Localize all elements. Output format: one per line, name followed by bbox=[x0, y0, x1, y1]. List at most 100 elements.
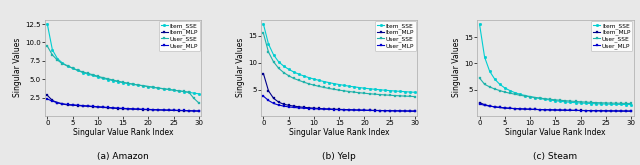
User_MLP bbox=[264, 99, 272, 101]
User_MLP bbox=[159, 109, 167, 111]
User_SSE bbox=[476, 77, 483, 79]
Item_MLP bbox=[310, 107, 318, 109]
Line: Item_SSE: Item_SSE bbox=[262, 23, 417, 94]
User_MLP bbox=[190, 110, 198, 112]
Item_SSE bbox=[290, 71, 298, 73]
Item_MLP bbox=[346, 109, 353, 111]
User_MLP bbox=[330, 109, 338, 111]
User_SSE bbox=[320, 86, 328, 88]
User_SSE bbox=[79, 71, 86, 73]
Item_SSE bbox=[140, 85, 147, 87]
Item_SSE bbox=[491, 78, 499, 80]
User_MLP bbox=[360, 109, 368, 111]
User_MLP bbox=[582, 110, 589, 112]
Item_MLP bbox=[476, 102, 483, 104]
Item_MLP bbox=[180, 110, 188, 112]
Item_SSE bbox=[315, 79, 323, 81]
User_MLP bbox=[59, 103, 67, 105]
Item_MLP bbox=[300, 106, 308, 108]
Item_MLP bbox=[501, 107, 509, 109]
Y-axis label: Singular Values: Singular Values bbox=[236, 38, 245, 97]
Item_SSE bbox=[285, 68, 292, 70]
X-axis label: Singular Value Rank Index: Singular Value Rank Index bbox=[505, 128, 605, 137]
User_SSE bbox=[411, 96, 419, 98]
Item_MLP bbox=[557, 109, 564, 111]
Item_MLP bbox=[617, 110, 625, 112]
Item_MLP bbox=[371, 109, 378, 111]
X-axis label: Singular Value Rank Index: Singular Value Rank Index bbox=[73, 128, 173, 137]
X-axis label: Singular Value Rank Index: Singular Value Rank Index bbox=[289, 128, 390, 137]
User_SSE bbox=[577, 101, 584, 103]
Item_SSE bbox=[536, 98, 544, 99]
Item_SSE bbox=[190, 92, 198, 94]
Item_SSE bbox=[627, 104, 635, 106]
User_MLP bbox=[325, 108, 333, 110]
Item_MLP bbox=[195, 110, 203, 112]
User_SSE bbox=[602, 102, 610, 104]
Item_SSE bbox=[572, 102, 579, 104]
Item_MLP bbox=[185, 110, 193, 112]
User_SSE bbox=[511, 93, 519, 95]
Y-axis label: Singular Values: Singular Values bbox=[452, 38, 461, 97]
User_MLP bbox=[607, 110, 614, 112]
Item_SSE bbox=[195, 93, 203, 95]
User_MLP bbox=[150, 109, 157, 111]
Item_MLP bbox=[145, 109, 152, 111]
User_SSE bbox=[275, 67, 282, 69]
Item_SSE bbox=[145, 85, 152, 87]
Item_SSE bbox=[506, 90, 514, 92]
Item_SSE bbox=[381, 89, 388, 91]
Item_MLP bbox=[109, 107, 117, 109]
Item_MLP bbox=[516, 108, 524, 110]
User_MLP bbox=[129, 108, 137, 110]
User_SSE bbox=[280, 71, 287, 73]
User_SSE bbox=[285, 75, 292, 77]
Item_MLP bbox=[592, 110, 600, 112]
User_MLP bbox=[496, 106, 504, 108]
User_MLP bbox=[592, 110, 600, 112]
Item_SSE bbox=[501, 87, 509, 89]
User_MLP bbox=[134, 108, 142, 110]
User_SSE bbox=[64, 65, 72, 67]
Item_MLP bbox=[320, 108, 328, 110]
User_MLP bbox=[285, 106, 292, 108]
User_SSE bbox=[290, 77, 298, 79]
Item_MLP bbox=[411, 110, 419, 112]
User_SSE bbox=[305, 83, 313, 85]
User_MLP bbox=[612, 110, 620, 112]
Item_SSE bbox=[300, 75, 308, 77]
Item_SSE bbox=[49, 49, 56, 51]
User_SSE bbox=[150, 86, 157, 88]
Item_SSE bbox=[496, 83, 504, 85]
User_SSE bbox=[561, 100, 569, 102]
User_SSE bbox=[486, 86, 493, 88]
User_MLP bbox=[476, 103, 483, 105]
User_SSE bbox=[346, 91, 353, 93]
User_SSE bbox=[175, 90, 182, 92]
Item_MLP bbox=[59, 103, 67, 105]
User_MLP bbox=[64, 103, 72, 105]
User_MLP bbox=[587, 110, 595, 112]
Item_MLP bbox=[561, 109, 569, 111]
User_SSE bbox=[501, 91, 509, 93]
User_MLP bbox=[114, 107, 122, 109]
User_SSE bbox=[592, 102, 600, 104]
User_MLP bbox=[280, 105, 287, 107]
User_SSE bbox=[541, 98, 549, 100]
Item_MLP bbox=[269, 97, 277, 99]
User_MLP bbox=[511, 108, 519, 110]
Item_MLP bbox=[582, 110, 589, 112]
Item_SSE bbox=[401, 91, 409, 93]
User_SSE bbox=[68, 67, 76, 69]
Item_MLP bbox=[401, 110, 409, 112]
User_MLP bbox=[541, 109, 549, 111]
Item_MLP bbox=[391, 110, 399, 112]
User_SSE bbox=[557, 99, 564, 101]
User_MLP bbox=[275, 104, 282, 106]
Item_SSE bbox=[602, 103, 610, 105]
Item_MLP bbox=[159, 109, 167, 111]
User_MLP bbox=[381, 110, 388, 112]
Item_MLP bbox=[577, 110, 584, 112]
User_MLP bbox=[547, 109, 554, 111]
User_MLP bbox=[501, 107, 509, 109]
